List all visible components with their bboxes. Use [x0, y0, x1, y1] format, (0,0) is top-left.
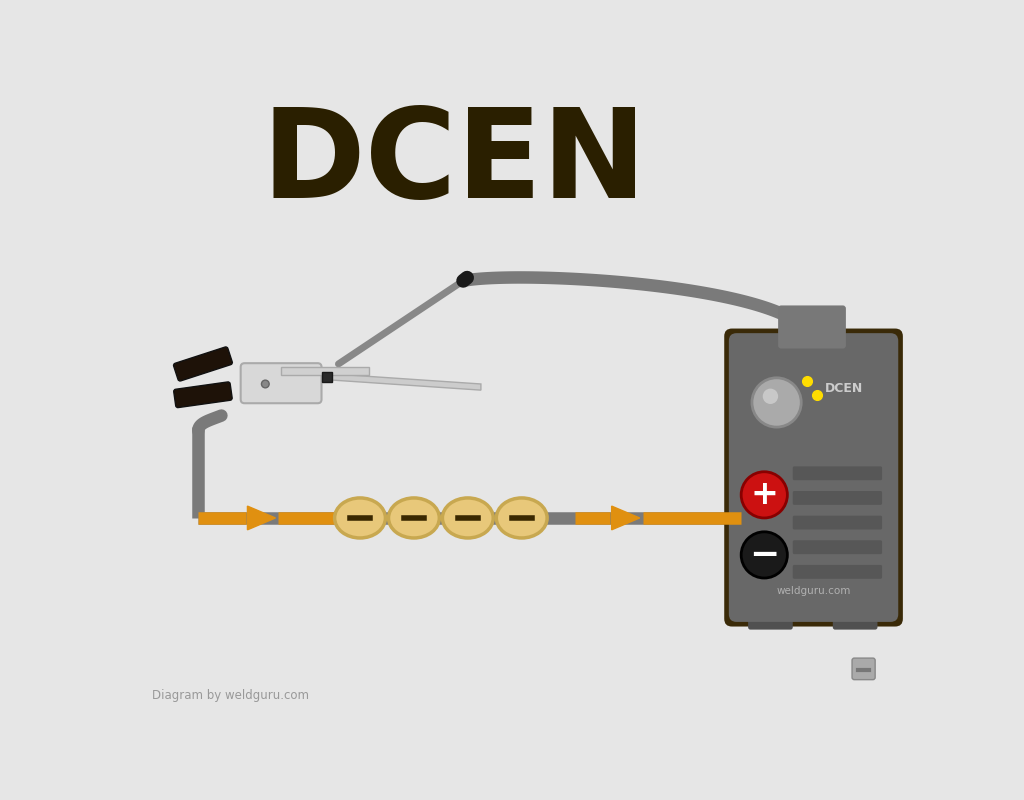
- Polygon shape: [281, 367, 370, 374]
- Circle shape: [741, 472, 787, 518]
- FancyBboxPatch shape: [793, 565, 882, 578]
- Text: +: +: [751, 478, 778, 511]
- FancyBboxPatch shape: [793, 466, 882, 480]
- Circle shape: [752, 378, 801, 427]
- Ellipse shape: [497, 498, 547, 538]
- Text: Diagram by weldguru.com: Diagram by weldguru.com: [153, 689, 309, 702]
- FancyBboxPatch shape: [729, 333, 898, 622]
- Ellipse shape: [442, 498, 494, 538]
- Circle shape: [741, 532, 787, 578]
- Ellipse shape: [388, 498, 439, 538]
- FancyBboxPatch shape: [833, 608, 878, 630]
- Text: DCEN: DCEN: [261, 103, 647, 224]
- FancyBboxPatch shape: [749, 608, 793, 630]
- FancyBboxPatch shape: [241, 363, 322, 403]
- Ellipse shape: [335, 498, 385, 538]
- Text: weldguru.com: weldguru.com: [776, 586, 851, 596]
- FancyBboxPatch shape: [852, 658, 876, 680]
- Polygon shape: [248, 506, 275, 530]
- FancyBboxPatch shape: [173, 347, 232, 381]
- FancyBboxPatch shape: [174, 382, 232, 407]
- FancyBboxPatch shape: [793, 491, 882, 505]
- Polygon shape: [611, 506, 640, 530]
- FancyBboxPatch shape: [793, 540, 882, 554]
- Polygon shape: [322, 372, 333, 382]
- Circle shape: [763, 389, 778, 404]
- Polygon shape: [322, 373, 481, 390]
- Circle shape: [261, 380, 269, 388]
- FancyBboxPatch shape: [778, 306, 846, 349]
- FancyBboxPatch shape: [793, 516, 882, 530]
- FancyBboxPatch shape: [724, 329, 903, 626]
- Text: DCEN: DCEN: [825, 382, 863, 395]
- Text: −: −: [750, 538, 779, 572]
